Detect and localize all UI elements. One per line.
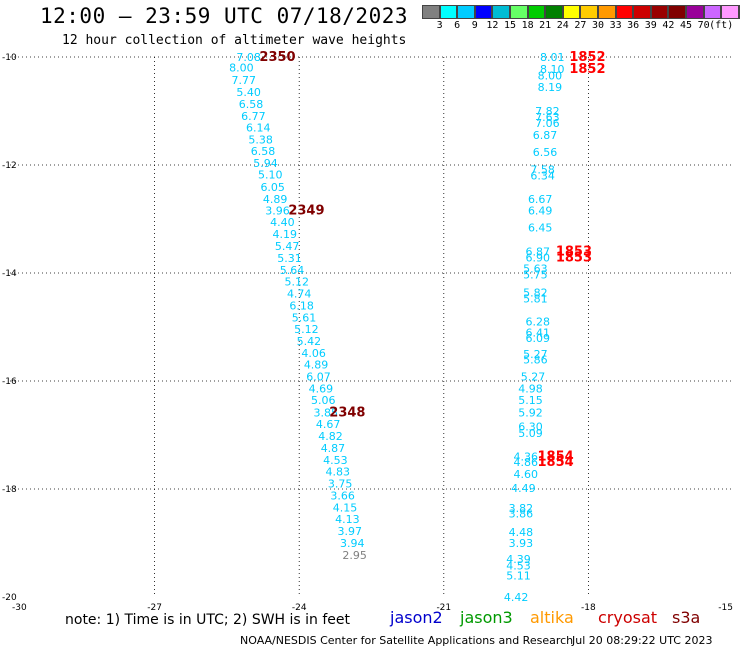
x-tick-label: -15: [718, 603, 733, 613]
wave-height-label: 6.49: [528, 204, 553, 217]
y-tick-label: -10: [2, 53, 17, 63]
wave-height-label: 3.86: [509, 507, 534, 520]
pass-time-label: 1852: [569, 62, 605, 77]
pass-time-label: 2348: [329, 405, 365, 420]
legend-item-s3a: s3a: [672, 608, 700, 627]
wave-height-label: 5.10: [258, 169, 283, 182]
wave-height-label: 6.45: [528, 222, 553, 235]
wave-height-label: 5.11: [506, 569, 531, 582]
x-tick-label: -30: [12, 603, 27, 613]
y-tick-label: -12: [2, 161, 17, 171]
wave-height-label: 6.09: [526, 332, 551, 345]
y-tick-label: -14: [2, 269, 17, 279]
legend-item-jason2: jason2: [390, 608, 443, 627]
generation-timestamp: Jul 20 08:29:22 UTC 2023: [572, 634, 712, 647]
wave-height-label: 5.75: [523, 269, 548, 282]
pass-time-label: 1853: [556, 250, 592, 265]
wave-height-label: 4.60: [513, 468, 538, 481]
pass-time-label: 1854: [538, 455, 574, 470]
wave-height-label: 5.86: [523, 353, 548, 366]
wave-height-label: 4.42: [504, 591, 529, 604]
legend-item-altika: altika: [530, 608, 574, 627]
wave-height-label: 3.93: [509, 537, 534, 550]
wave-height-label: 6.87: [533, 129, 558, 142]
wave-height-label: 2.95: [342, 549, 367, 562]
wave-height-label: 5.09: [518, 427, 543, 440]
wave-height-label: 4.49: [511, 482, 536, 495]
y-tick-label: -18: [2, 485, 17, 495]
wave-height-label: 5.15: [518, 394, 543, 407]
legend-item-jason3: jason3: [460, 608, 513, 627]
wave-height-label: 5.81: [523, 292, 548, 305]
y-tick-label: -16: [2, 377, 17, 387]
wave-height-label: 5.92: [518, 406, 543, 419]
wave-height-label: 4.89: [304, 358, 329, 371]
wave-height-label: 8.00: [229, 61, 254, 74]
footer-note: note: 1) Time is in UTC; 2) SWH is in fe…: [65, 612, 350, 628]
pass-time-label: 2350: [259, 50, 295, 65]
wave-height-label: 6.34: [530, 169, 555, 182]
wave-height-label: 6.56: [533, 146, 558, 159]
x-tick-label: -18: [581, 603, 596, 613]
y-tick-label: -20: [2, 593, 17, 603]
legend-item-cryosat: cryosat: [598, 608, 657, 627]
pass-time-label: 2349: [288, 203, 324, 218]
wave-height-label: 8.19: [538, 81, 563, 94]
credit-line: NOAA/NESDIS Center for Satellite Applica…: [240, 634, 573, 647]
